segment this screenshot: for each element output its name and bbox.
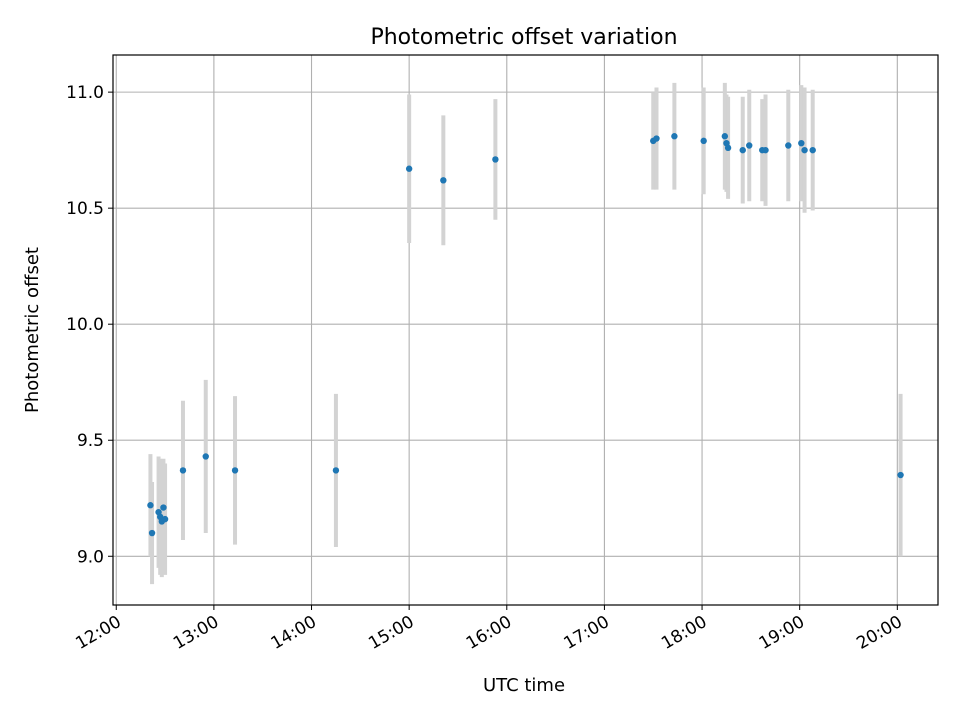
data-point [801,146,808,154]
data-points [147,133,904,537]
data-point [332,467,340,474]
data-point [724,144,732,152]
data-point [746,142,753,149]
x-tick-label: 18:00 [658,612,710,654]
data-point [148,529,156,537]
error-bars [148,82,903,585]
y-axis-title: Photometric offset [22,247,43,413]
x-tick-label: 12:00 [72,612,124,654]
data-point [202,453,209,460]
x-tick-label: 13:00 [170,612,222,654]
data-point [897,471,904,479]
data-point [762,146,769,154]
data-point [653,135,660,142]
x-tick-label: 15:00 [365,612,417,654]
x-axis-ticks: 12:00 13:00 14:00 15:00 16:00 17:00 18:00 19:00… [72,605,906,654]
chart-title: Photometric offset variation [370,25,677,50]
y-tick-label: 9.0 [77,547,104,567]
x-tick-label: 20:00 [853,612,905,654]
data-point [231,467,239,474]
data-point [700,137,707,145]
data-point [785,142,792,149]
y-tick-label: 11.0 [66,83,104,103]
data-point [440,177,447,184]
data-point [671,133,678,140]
data-point [809,146,816,154]
x-tick-label: 16:00 [463,612,515,654]
x-tick-label: 19:00 [756,612,808,654]
data-point [798,139,805,147]
y-tick-label: 10.5 [66,199,104,219]
x-axis-title: UTC time [483,675,565,696]
x-tick-label: 14:00 [268,612,320,654]
y-tick-label: 9.5 [77,431,104,451]
y-axis-ticks: 9.0 9.5 10.0 10.5 11.0 [66,83,113,567]
data-point [179,467,187,474]
data-point [160,504,167,511]
y-tick-label: 10.0 [66,315,104,335]
data-point [405,165,413,172]
data-point [161,515,169,523]
data-point [147,502,154,509]
plot-area-frame [112,54,939,606]
data-point [739,146,746,154]
data-point [492,156,499,163]
x-tick-label: 17:00 [560,612,612,654]
data-point [721,133,729,140]
